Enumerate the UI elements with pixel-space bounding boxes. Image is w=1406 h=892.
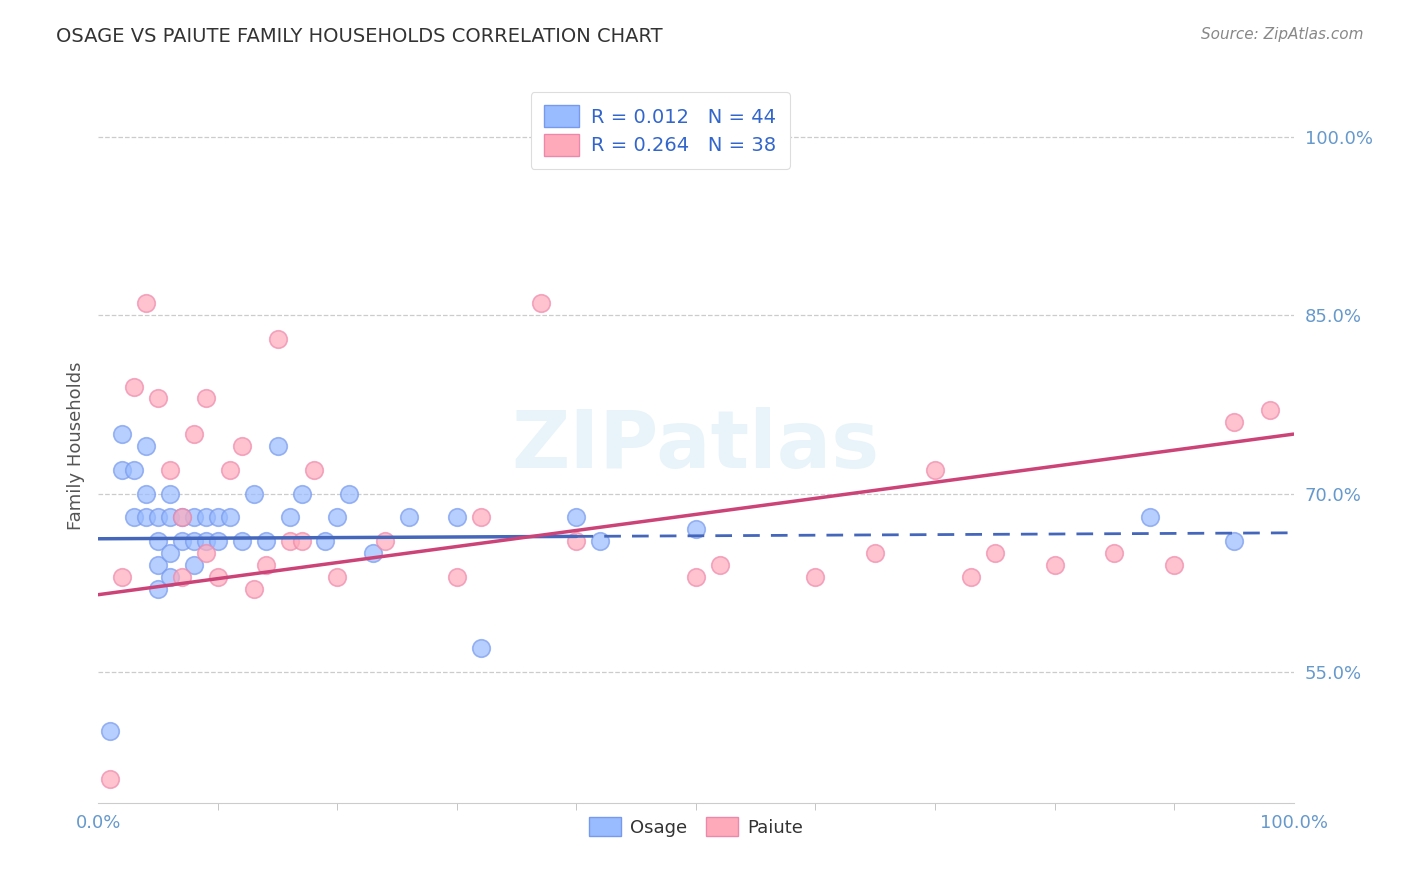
Point (565, 510, 588, 524)
Point (135, 486, 157, 500)
Point (291, 534, 314, 549)
Point (278, 534, 301, 549)
Point (172, 534, 194, 549)
Point (267, 332, 290, 346)
Text: Source: ZipAtlas.com: Source: ZipAtlas.com (1201, 27, 1364, 42)
Point (589, 534, 612, 549)
Point (172, 510, 194, 524)
Point (124, 463, 146, 477)
Point (148, 392, 170, 406)
Point (135, 296, 157, 310)
Point (530, 296, 553, 310)
Text: OSAGE VS PAIUTE FAMILY HOUSEHOLDS CORRELATION CHART: OSAGE VS PAIUTE FAMILY HOUSEHOLDS CORREL… (56, 27, 662, 45)
Point (231, 439, 253, 453)
Point (685, 570, 707, 584)
Point (124, 379, 146, 393)
Point (302, 463, 325, 477)
Point (1258, 403, 1281, 417)
Point (207, 510, 229, 524)
Point (1163, 558, 1185, 572)
Point (446, 510, 468, 524)
Point (1043, 558, 1066, 572)
Point (159, 486, 181, 500)
Point (124, 510, 146, 524)
Point (195, 546, 218, 560)
Point (183, 427, 205, 442)
Point (254, 534, 277, 549)
Point (148, 558, 170, 572)
Point (984, 546, 1007, 560)
Point (1139, 510, 1161, 524)
Point (315, 534, 337, 549)
Point (326, 570, 349, 584)
Point (183, 510, 205, 524)
Point (470, 510, 492, 524)
Point (159, 510, 181, 524)
Point (374, 534, 396, 549)
Point (183, 534, 205, 549)
Point (148, 510, 170, 524)
Point (111, 570, 134, 584)
Point (219, 510, 242, 524)
Point (470, 641, 492, 656)
Point (1104, 546, 1126, 560)
Point (278, 510, 301, 524)
Point (159, 570, 181, 584)
Point (135, 510, 157, 524)
Point (363, 546, 385, 560)
Point (1223, 534, 1246, 549)
Point (398, 510, 420, 524)
Point (960, 570, 983, 584)
Point (865, 546, 887, 560)
Point (148, 534, 170, 549)
Point (195, 510, 218, 524)
Point (98, 772, 122, 786)
Point (685, 522, 707, 536)
Point (565, 534, 588, 549)
Point (231, 534, 253, 549)
Point (135, 439, 157, 453)
Point (98, 724, 122, 739)
Point (267, 439, 290, 453)
Point (924, 463, 946, 477)
Point (159, 546, 181, 560)
Point (243, 486, 266, 500)
Point (111, 463, 134, 477)
Point (207, 534, 229, 549)
Point (207, 570, 229, 584)
Point (709, 558, 731, 572)
Legend: Osage, Paiute: Osage, Paiute (582, 810, 810, 844)
Point (172, 510, 194, 524)
Point (326, 510, 349, 524)
Point (219, 463, 242, 477)
Text: ZIPatlas: ZIPatlas (512, 407, 880, 485)
Point (1223, 415, 1246, 429)
Point (339, 486, 361, 500)
Point (148, 582, 170, 596)
Point (195, 534, 218, 549)
Point (446, 570, 468, 584)
Point (183, 558, 205, 572)
Point (804, 570, 827, 584)
Point (254, 558, 277, 572)
Y-axis label: Family Households: Family Households (66, 362, 84, 530)
Point (159, 463, 181, 477)
Point (243, 582, 266, 596)
Point (172, 570, 194, 584)
Point (291, 486, 314, 500)
Point (195, 392, 218, 406)
Point (111, 427, 134, 442)
